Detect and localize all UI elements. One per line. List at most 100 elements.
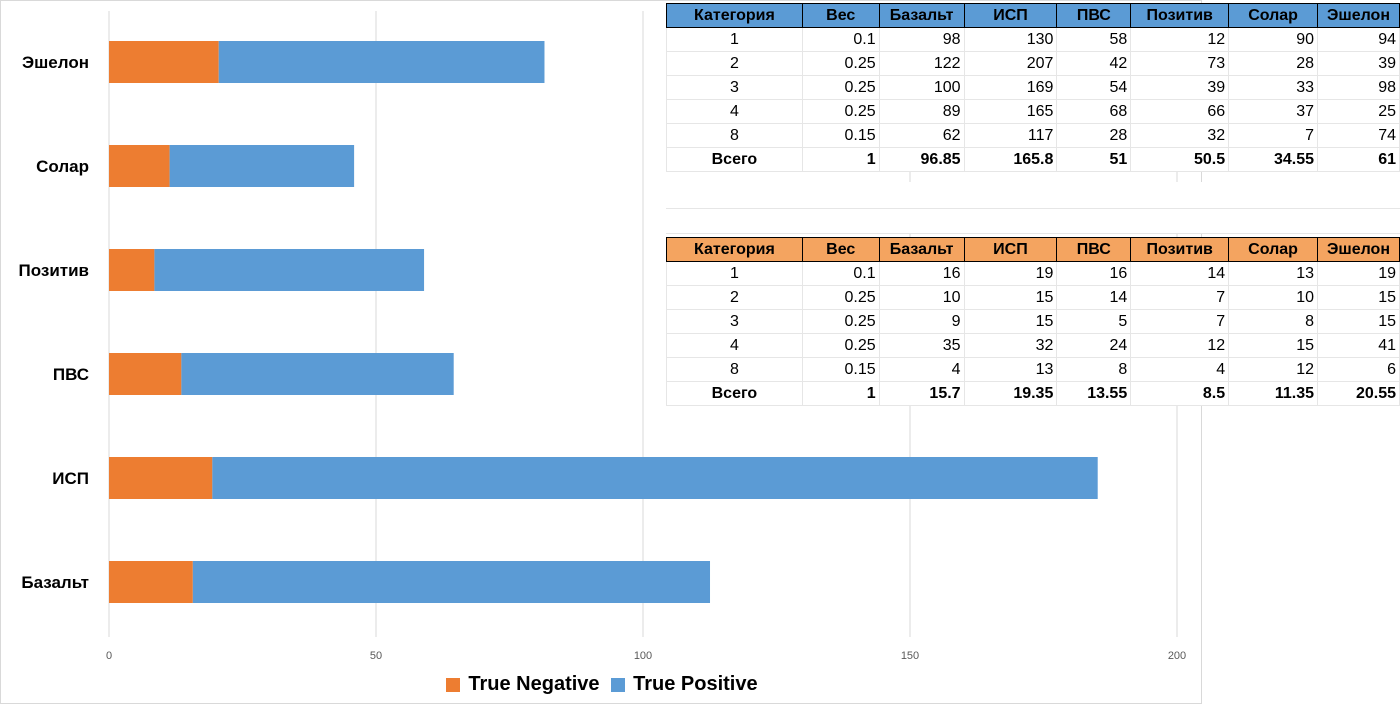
bar-true-positive: [154, 249, 425, 291]
table-cell: 15: [1316, 309, 1400, 334]
column-header: Вес: [801, 237, 880, 262]
table-cell: 13: [963, 357, 1058, 382]
column-header: ПВС: [1056, 3, 1132, 28]
table-cell: 8: [666, 123, 803, 148]
column-header: Категория: [666, 3, 803, 28]
table-total-cell: 11.35: [1228, 381, 1318, 406]
column-header: ПВС: [1056, 237, 1132, 262]
column-header: Вес: [801, 3, 880, 28]
table-cell: 41: [1316, 333, 1400, 358]
table-cell: 3: [666, 309, 803, 334]
table-cell: 39: [1130, 75, 1230, 100]
table-row: 2 0.25 10 15 14 7 10 15: [666, 285, 1400, 310]
bar-true-positive: [169, 145, 355, 187]
true-negative-table: Категория Вес Базальт ИСП ПВС Позитив Солар Эше…: [666, 237, 1400, 406]
bar-true-negative: [109, 249, 155, 291]
table-cell: 0.25: [801, 75, 880, 100]
table-cell: 89: [878, 99, 965, 124]
table-cell: 15: [963, 285, 1058, 310]
table-cell: 35: [878, 333, 965, 358]
category-label: Эшелон: [22, 53, 89, 72]
column-header: Солар: [1228, 3, 1318, 28]
table-cell: 117: [963, 123, 1058, 148]
table-cell: 0.1: [801, 261, 880, 286]
table-row: 4 0.25 35 32 24 12 15 41: [666, 333, 1400, 358]
table-cell: 1: [666, 261, 803, 286]
column-header: Позитив: [1130, 3, 1230, 28]
legend-item-true-negative: True Negative: [446, 673, 600, 696]
table-cell: 9: [878, 309, 965, 334]
bar-true-negative: [109, 145, 170, 187]
table-cell: 12: [1228, 357, 1318, 382]
table-row: 4 0.25 89 165 68 66 37 25: [666, 99, 1400, 124]
x-tick-label: 0: [106, 650, 112, 662]
table-cell: 0.25: [801, 51, 880, 76]
legend-item-true-positive: True Positive: [611, 673, 758, 696]
table-cell: 7: [1130, 285, 1230, 310]
table-cell: 7: [1228, 123, 1318, 148]
table-total-cell: 51: [1056, 147, 1132, 172]
table-row: 1 0.1 98 130 58 12 90 94: [666, 27, 1400, 52]
empty-spreadsheet-rows: [666, 182, 1400, 234]
table-cell: 4: [666, 99, 803, 124]
column-header: Позитив: [1130, 237, 1230, 262]
table-cell: 0.25: [801, 285, 880, 310]
legend-swatch-true-negative: [446, 677, 461, 692]
table-cell: 10: [1228, 285, 1318, 310]
x-tick-label: 150: [901, 650, 919, 662]
x-tick-label: 100: [634, 650, 652, 662]
table-cell: 14: [1056, 285, 1132, 310]
table-cell: 15: [963, 309, 1058, 334]
table-cell: 2: [666, 51, 803, 76]
table-cell: 207: [963, 51, 1058, 76]
legend-label-true-negative: True Negative: [468, 673, 600, 695]
table-cell: 39: [1317, 51, 1400, 76]
table-cell: 0.25: [801, 309, 880, 334]
table-total-row: Всего 1 96.85 165.8 51 50.5 34.55 61: [666, 147, 1400, 172]
table-total-cell: Всего: [666, 381, 803, 406]
bar-true-negative: [109, 353, 182, 395]
table-cell: 15: [1228, 333, 1318, 358]
table-total-cell: 165.8: [963, 147, 1058, 172]
table-cell: 4: [878, 357, 965, 382]
table-cell: 25: [1317, 99, 1400, 124]
x-tick-label: 50: [370, 650, 382, 662]
table-cell: 1: [666, 27, 803, 52]
table-cell: 33: [1228, 75, 1318, 100]
table-cell: 28: [1228, 51, 1318, 76]
chart-legend: True Negative True Positive: [1, 673, 1203, 698]
table-cell: 62: [878, 123, 965, 148]
table-cell: 8: [666, 357, 803, 382]
table-cell: 68: [1056, 99, 1132, 124]
legend-swatch-true-positive: [611, 677, 626, 692]
table-total-cell: 15.7: [878, 381, 965, 406]
table-cell: 19: [963, 261, 1058, 286]
table-cell: 94: [1317, 27, 1400, 52]
bar-true-negative: [109, 561, 193, 603]
table-cell: 130: [963, 27, 1058, 52]
legend-label-true-positive: True Positive: [633, 673, 758, 695]
category-label: ИСП: [52, 469, 89, 488]
table-cell: 10: [878, 285, 965, 310]
column-header: Категория: [666, 237, 803, 262]
table-cell: 122: [878, 51, 965, 76]
category-label: Позитив: [18, 261, 89, 280]
table-cell: 73: [1130, 51, 1230, 76]
table-row: 1 0.1 16 19 16 14 13 19: [666, 261, 1400, 286]
column-header: Солар: [1228, 237, 1318, 262]
category-label: ПВС: [53, 365, 89, 384]
table-total-cell: 13.55: [1056, 381, 1132, 406]
table-total-cell: Всего: [666, 147, 803, 172]
table-cell: 28: [1056, 123, 1132, 148]
table-cell: 0.15: [801, 357, 880, 382]
table-cell: 2: [666, 285, 803, 310]
stacked-bar-chart: 0 50 100 150 200ЭшелонСоларПозитивПВСИСПБаза…: [18, 11, 1186, 662]
table-cell: 74: [1317, 123, 1400, 148]
table-total-cell: 1: [801, 381, 880, 406]
table-cell: 54: [1056, 75, 1132, 100]
table-cell: 42: [1056, 51, 1132, 76]
table-cell: 24: [1056, 333, 1132, 358]
table-cell: 0.15: [801, 123, 880, 148]
bar-true-positive: [212, 457, 1098, 499]
table-row: 3 0.25 9 15 5 7 8 15: [666, 309, 1400, 334]
